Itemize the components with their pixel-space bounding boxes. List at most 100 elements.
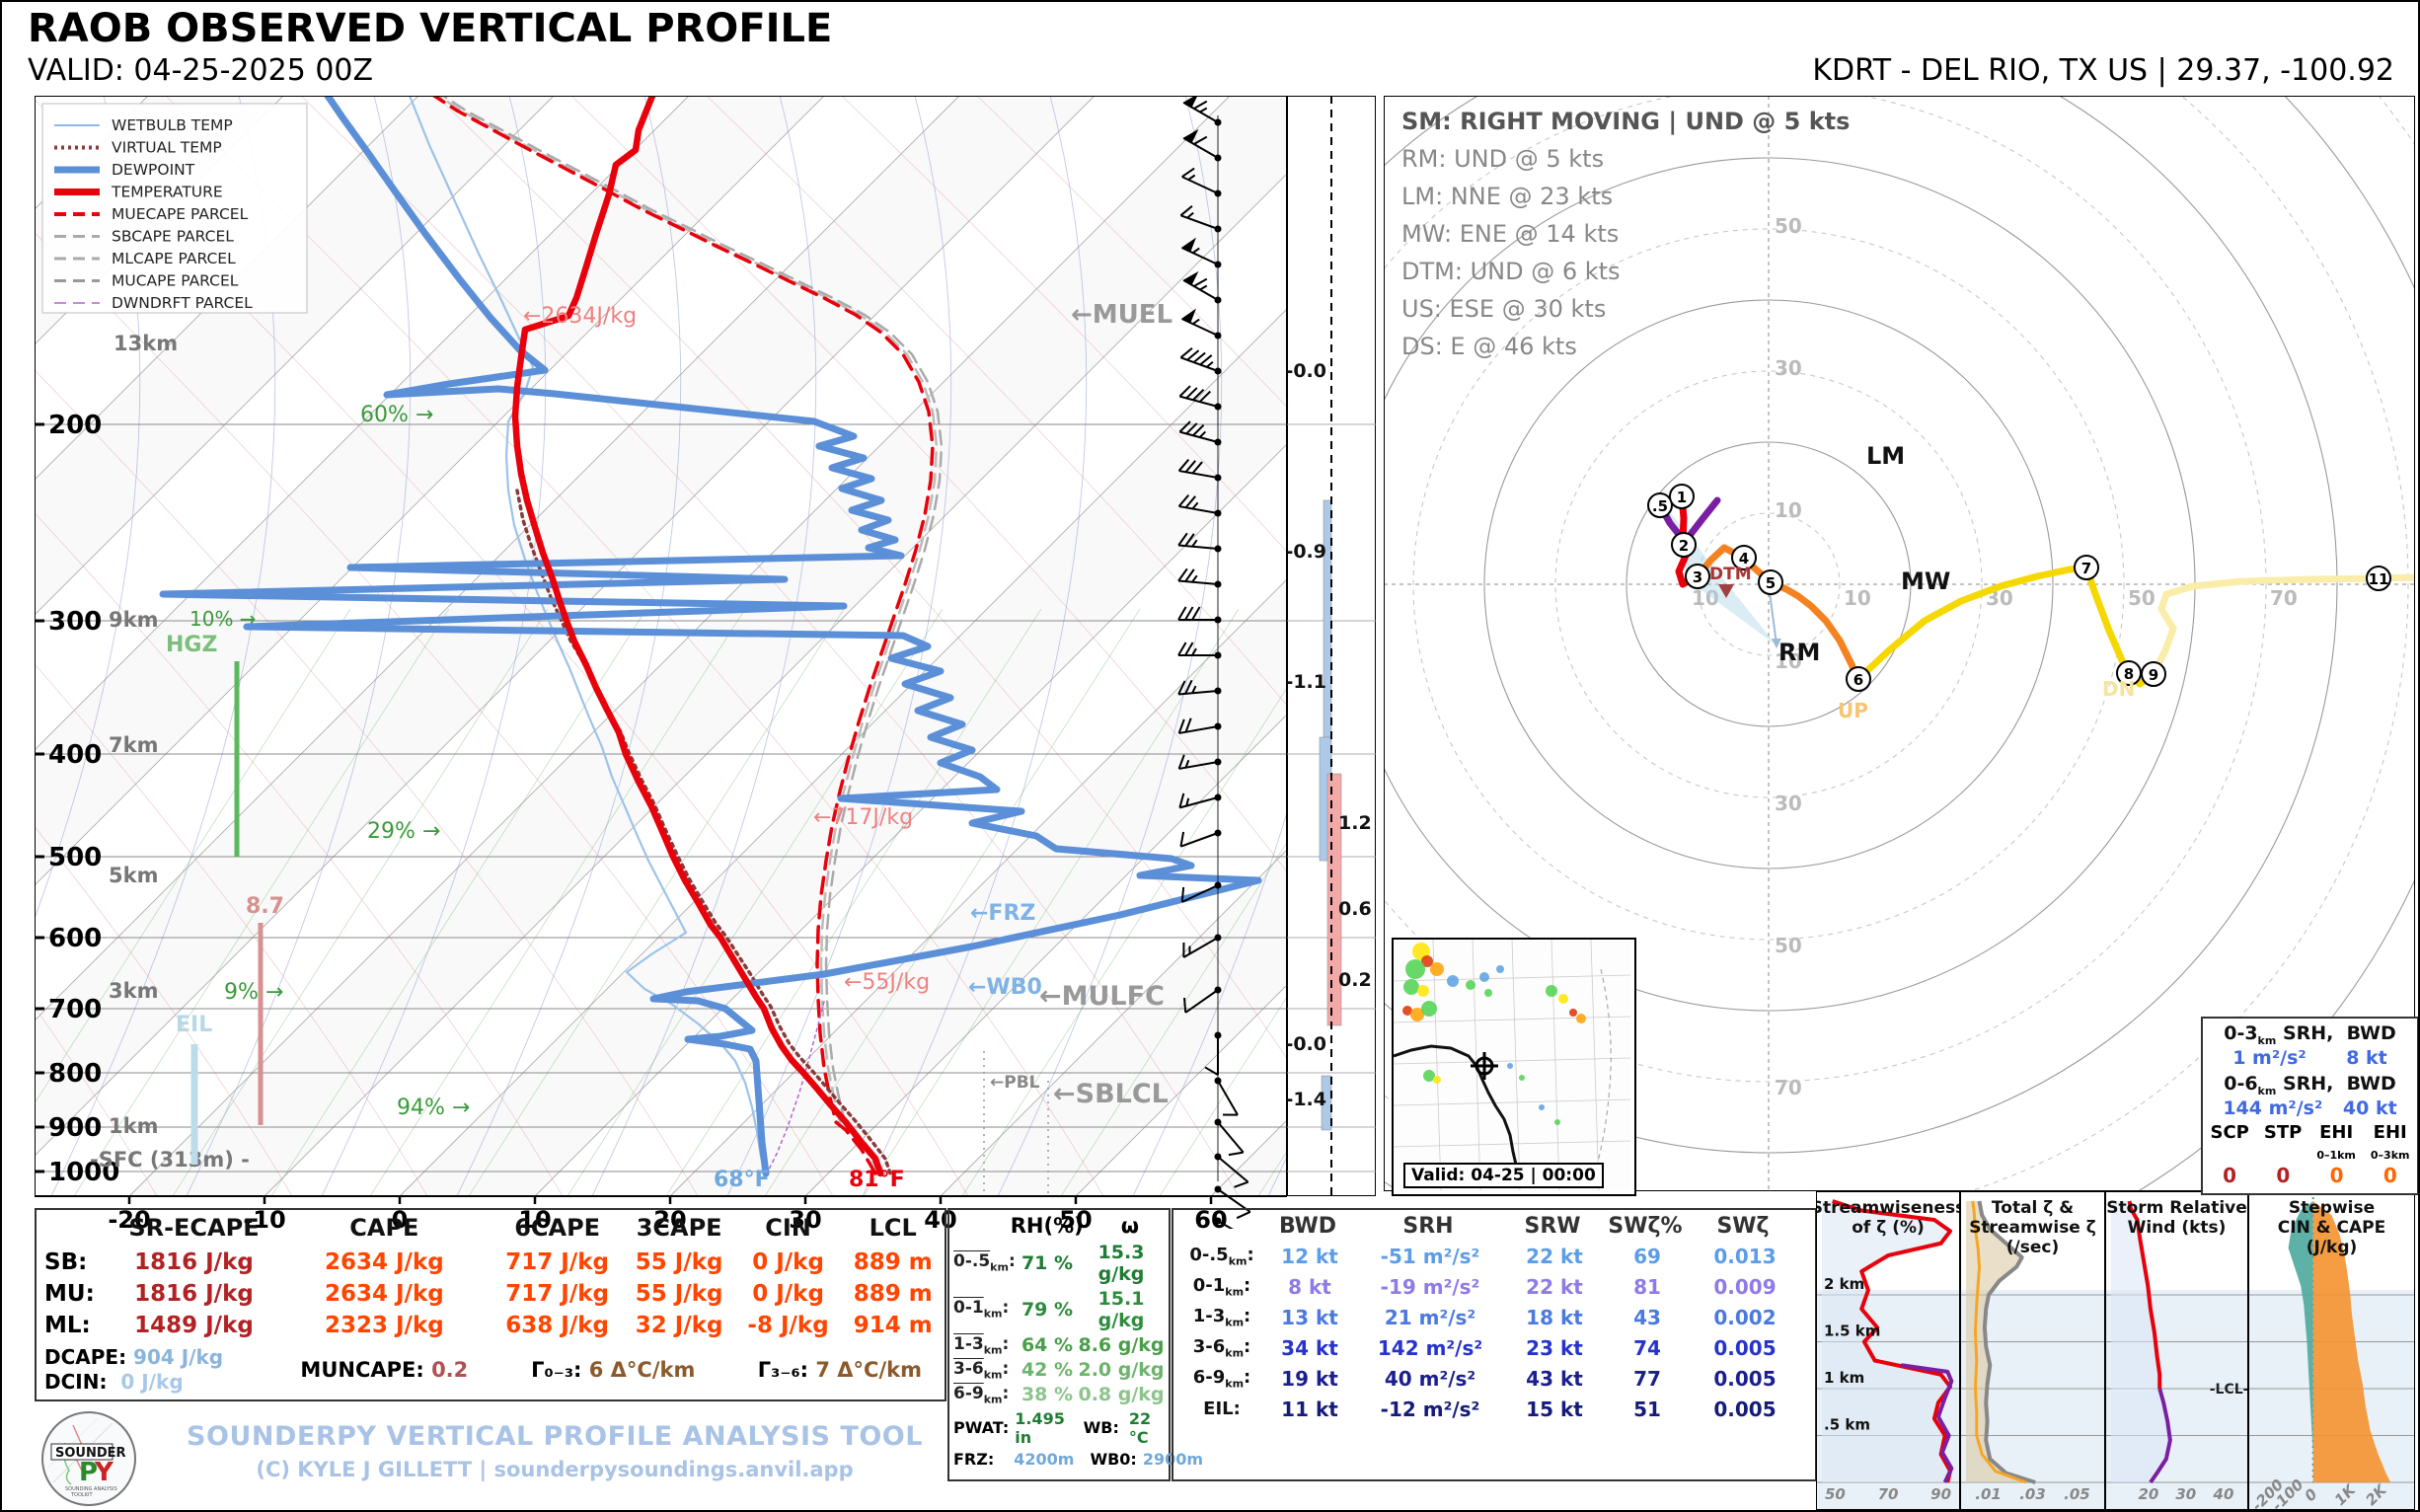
panel-km-label: .5 km: [1824, 1416, 1870, 1434]
srh-0-3-value: 1 m²/s²: [2232, 1046, 2307, 1069]
height-marker: [1685, 564, 1710, 589]
muecape-parcel-line: [432, 96, 935, 1175]
kinematics-value: -19 m²/s²: [1380, 1274, 1480, 1299]
thermo-value: 717 J/kg: [505, 1248, 609, 1275]
legend-label: DWNDRFT PARCEL: [112, 294, 253, 312]
kinematics-value: 69: [1633, 1244, 1661, 1268]
frz-value: 4200m: [1014, 1449, 1075, 1469]
panel-profile-line: [2149, 1388, 2172, 1484]
legend-label: SBCAPE PARCEL: [112, 228, 234, 246]
mini-profile-panels: 2 km 1.5 km 1 km .5 km 50 70 90 Streamwiseness o…: [1816, 1191, 2415, 1510]
pressure-label: 1000: [48, 1158, 119, 1187]
svg-text:6: 6: [1853, 671, 1863, 689]
rio-grande-border: [1394, 1044, 1522, 1187]
rh-row-label: 3-6km:: [953, 1358, 1010, 1382]
height-marker: [1731, 545, 1757, 570]
thermo-value: 1816 J/kg: [134, 1280, 254, 1307]
radar-echo: [1421, 1001, 1437, 1017]
omega-value: 0.2: [1338, 969, 1372, 991]
ring-label: 30: [1775, 356, 1802, 380]
dcin-value: 0 J/kg: [120, 1370, 184, 1395]
omega-value: -0.0: [1287, 360, 1326, 382]
height-label: 5km: [109, 864, 158, 887]
skewt-annotation: 68°F: [714, 1168, 770, 1192]
panel-x-tick: 30: [2175, 1485, 2196, 1503]
kinematics-value: 0.009: [1713, 1274, 1777, 1299]
index-header: EHI 0–1km: [2316, 1121, 2356, 1162]
radar-echo: [1417, 985, 1429, 997]
svg-text:TOOLKIT: TOOLKIT: [70, 1492, 93, 1498]
moisture-table: RH(%) ω 0-.5km: 71 % 15.3 g/kg 0-1km: 79 % 15.1…: [947, 1208, 1203, 1481]
mixing-ratio-value: 0.8 g/kg: [1078, 1384, 1165, 1406]
height-label: 9km: [109, 608, 158, 632]
omega-value: -1.1: [1287, 671, 1326, 693]
ring-label: 70: [2270, 586, 2298, 610]
temp-axis-tick: 10: [518, 1206, 551, 1229]
legend-label: DEWPOINT: [112, 161, 195, 179]
skewt-annotation: 9% →: [224, 980, 283, 1005]
kinematics-value: 11 kt: [1281, 1397, 1338, 1421]
skewt-annotation: EIL: [176, 1013, 212, 1037]
pressure-label: 600: [48, 924, 102, 953]
kinematics-value: 51: [1633, 1397, 1661, 1421]
radar-echo: [1507, 1063, 1513, 1069]
panel-x-tick: 50: [1825, 1485, 1846, 1503]
panel-x-tick: 90: [1930, 1485, 1951, 1503]
svg-text:8: 8: [2124, 665, 2134, 683]
pwat-value: 1.495 in: [1015, 1408, 1065, 1447]
omega-header: ω: [1120, 1214, 1139, 1238]
pressure-label: 200: [48, 411, 102, 440]
panel-x-tick: 40: [2213, 1485, 2234, 1503]
index-header: EHI 0–3km: [2370, 1121, 2410, 1162]
kinematics-value: 0.005: [1713, 1335, 1777, 1360]
thermo-value: 0 J/kg: [752, 1248, 824, 1275]
station-info: KDRT - DEL RIO, TX US | 29.37, -100.92: [1812, 53, 2394, 88]
panel-km-label: 2 km: [1824, 1275, 1864, 1293]
kinematics-value: -12 m²/s²: [1380, 1397, 1480, 1421]
rh-value: 79 %: [1021, 1298, 1074, 1321]
svg-text:3: 3: [1693, 568, 1702, 586]
panel-x-tick: 70: [1878, 1485, 1899, 1503]
map-valid-label: Valid: 04-25 | 00:00: [1403, 1163, 1604, 1188]
skewt-annotation: ←SBLCL: [1053, 1079, 1169, 1109]
thermo-value: 2634 J/kg: [324, 1248, 444, 1275]
thermo-value: 32 J/kg: [635, 1312, 723, 1338]
muncape-value: 0.2: [431, 1358, 469, 1383]
radar-echo: [1496, 965, 1504, 973]
radar-echo: [1421, 955, 1433, 967]
thermo-value: 55 J/kg: [635, 1248, 723, 1275]
thermo-value: 1489 J/kg: [134, 1312, 254, 1338]
panel-title: of ζ (%): [1852, 1218, 1925, 1238]
svg-text:.5: .5: [1652, 497, 1668, 515]
skewt-annotation: ←MULFC: [1039, 981, 1165, 1012]
radar-echo: [1569, 1009, 1577, 1017]
kinematics-value: 43: [1633, 1305, 1661, 1329]
skewt-annotation: ←PBL: [990, 1073, 1040, 1093]
rh-row-label: 0-1km:: [953, 1298, 1010, 1321]
lapse03-label: Γ₀₋₃:: [531, 1358, 582, 1383]
ring-label: 50: [1775, 214, 1802, 238]
motion-label: RM: [1778, 639, 1820, 666]
svg-text:7: 7: [2081, 560, 2091, 577]
pressure-label: 400: [48, 740, 102, 770]
temperature-line: [511, 96, 884, 1177]
logo-text-y: Y: [94, 1458, 114, 1487]
skewt-diagram: 200300400500600700800900100013km9km7km5k…: [35, 96, 1287, 1229]
skewt-annotation: HGZ: [166, 633, 217, 657]
kinematics-header: SWζ: [1716, 1214, 1770, 1239]
radar-echo: [1554, 1119, 1560, 1125]
kinematics-row-label: 1-3km:: [1192, 1305, 1251, 1329]
ring-label: 50: [2128, 586, 2155, 610]
footer-line1: SOUNDERPY VERTICAL PROFILE ANALYSIS TOOL: [187, 1421, 923, 1452]
index-header: SCP: [2210, 1121, 2249, 1143]
svg-text:9: 9: [2149, 666, 2158, 684]
skewt-annotation: 60% →: [360, 403, 433, 427]
temp-axis-tick: -10: [243, 1206, 285, 1229]
dcin-label: DCIN:: [44, 1370, 108, 1395]
skewt-legend: WETBULB TEMP VIRTUAL TEMP DEWPOINT TEMPERAT…: [41, 103, 308, 314]
page-title: RAOB OBSERVED VERTICAL PROFILE: [28, 6, 833, 51]
temp-axis-tick: -20: [108, 1206, 150, 1229]
skewt-annotation: ←717J/kg: [813, 805, 913, 830]
kinematics-value: 21 m²/s²: [1384, 1305, 1476, 1329]
